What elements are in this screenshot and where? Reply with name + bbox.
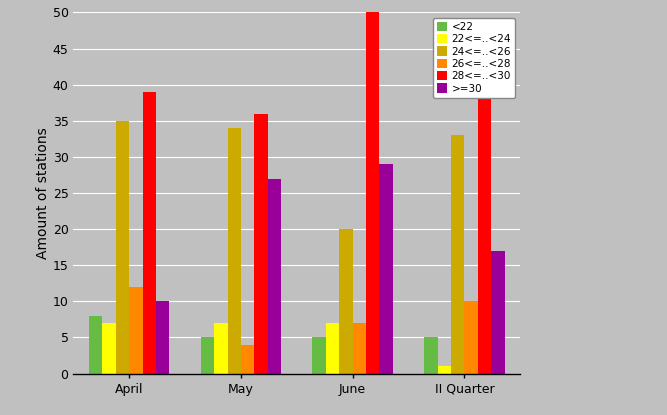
Bar	[312, 337, 326, 374]
Bar	[227, 128, 241, 374]
Bar	[129, 287, 143, 374]
Bar	[424, 337, 438, 374]
Bar	[116, 121, 129, 374]
Bar	[201, 337, 214, 374]
Bar	[366, 12, 380, 374]
Bar	[254, 114, 267, 374]
Bar	[491, 251, 505, 374]
Bar	[326, 323, 340, 374]
Bar	[89, 316, 103, 374]
Legend: <22, 22<=..<24, 24<=..<26, 26<=..<28, 28<=..<30, >=30: <22, 22<=..<24, 24<=..<26, 26<=..<28, 28…	[433, 18, 515, 98]
Y-axis label: Amount of stations: Amount of stations	[36, 127, 50, 259]
Bar	[451, 135, 464, 374]
Bar	[156, 301, 169, 374]
Bar	[214, 323, 227, 374]
Bar	[438, 366, 451, 374]
Bar	[464, 301, 478, 374]
Bar	[103, 323, 116, 374]
Bar	[353, 323, 366, 374]
Bar	[241, 344, 254, 374]
Bar	[143, 92, 156, 374]
Bar	[380, 164, 393, 374]
Bar	[267, 178, 281, 374]
Bar	[340, 229, 353, 374]
Bar	[478, 34, 491, 374]
